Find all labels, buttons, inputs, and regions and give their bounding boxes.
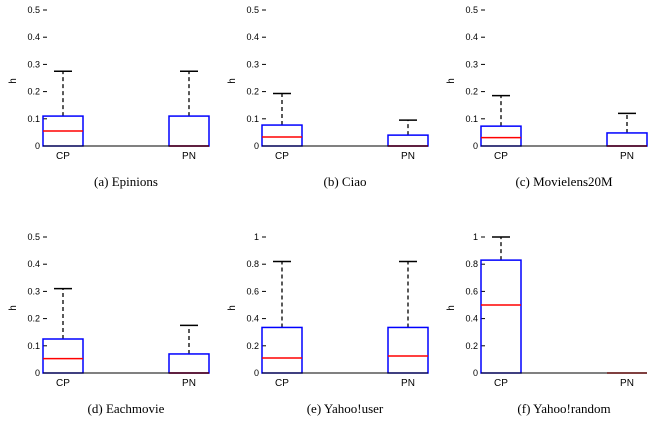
box bbox=[261, 326, 303, 374]
box bbox=[261, 124, 303, 147]
x-tick-label: PN bbox=[401, 151, 415, 162]
y-tick-label: 0 bbox=[473, 141, 478, 151]
subplot: 0 0.2 0.4 0.6 0.8 1 h CP PN (e) Yahoo!user bbox=[227, 232, 429, 416]
box bbox=[387, 134, 429, 147]
x-tick-label: PN bbox=[401, 378, 415, 389]
y-tick-label: 0.2 bbox=[465, 341, 478, 351]
y-axis-label: h bbox=[227, 78, 238, 84]
y-tick-label: 0.6 bbox=[465, 286, 478, 296]
subplot: 0 0.1 0.2 0.3 0.4 0.5 h CP PN (a) Epinions bbox=[8, 5, 210, 189]
y-tick-label: 0.2 bbox=[246, 341, 259, 351]
y-tick-label: 0.5 bbox=[27, 232, 40, 242]
x-tick-label: PN bbox=[620, 378, 634, 389]
y-tick-label: 0.2 bbox=[465, 87, 478, 97]
x-tick-label: CP bbox=[56, 378, 70, 389]
x-tick-label: CP bbox=[494, 151, 508, 162]
y-tick-label: 0.3 bbox=[465, 59, 478, 69]
y-tick-label: 0.1 bbox=[465, 114, 478, 124]
y-tick-label: 0.4 bbox=[246, 314, 259, 324]
y-tick-label: 0.1 bbox=[27, 114, 40, 124]
y-tick-label: 0 bbox=[473, 368, 478, 378]
y-tick-label: 1 bbox=[473, 232, 478, 242]
y-tick-label: 0.4 bbox=[27, 32, 40, 42]
box bbox=[168, 353, 210, 374]
y-axis-label: h bbox=[446, 305, 457, 311]
x-tick-label: CP bbox=[56, 151, 70, 162]
box bbox=[606, 132, 648, 147]
y-tick-label: 0 bbox=[35, 141, 40, 151]
subplot-caption: (e) Yahoo!user bbox=[307, 401, 384, 416]
y-tick-label: 0.4 bbox=[465, 32, 478, 42]
y-tick-label: 0.3 bbox=[246, 59, 259, 69]
y-tick-label: 0.2 bbox=[246, 87, 259, 97]
box bbox=[168, 115, 210, 147]
y-tick-label: 0.5 bbox=[246, 5, 259, 15]
y-tick-label: 0.8 bbox=[465, 259, 478, 269]
y-tick-label: 0.3 bbox=[27, 59, 40, 69]
y-tick-label: 0.4 bbox=[465, 314, 478, 324]
y-tick-label: 0.5 bbox=[465, 5, 478, 15]
box bbox=[480, 125, 522, 147]
subplot-caption: (d) Eachmovie bbox=[88, 401, 165, 416]
subplot: 0 0.2 0.4 0.6 0.8 1 h CP PN (f) Yahoo!random bbox=[446, 232, 647, 416]
x-tick-label: PN bbox=[182, 378, 196, 389]
y-axis-label: h bbox=[446, 78, 457, 84]
subplot: 0 0.1 0.2 0.3 0.4 0.5 h CP PN (d) Eachmovie bbox=[8, 232, 210, 416]
y-tick-label: 1 bbox=[254, 232, 259, 242]
subplot: 0 0.1 0.2 0.3 0.4 0.5 h CP PN (b) Ciao bbox=[227, 5, 429, 189]
subplot: 0 0.1 0.2 0.3 0.4 0.5 h CP PN (c) Movielens20M bbox=[446, 5, 648, 189]
x-tick-label: CP bbox=[275, 378, 289, 389]
y-tick-label: 0.1 bbox=[246, 114, 259, 124]
subplot-caption: (c) Movielens20M bbox=[515, 174, 613, 189]
y-tick-label: 0.1 bbox=[27, 341, 40, 351]
y-tick-label: 0 bbox=[254, 368, 259, 378]
y-tick-label: 0 bbox=[254, 141, 259, 151]
subplot-caption: (f) Yahoo!random bbox=[517, 401, 610, 416]
y-axis-label: h bbox=[227, 305, 238, 311]
x-tick-label: CP bbox=[275, 151, 289, 162]
x-tick-label: CP bbox=[494, 378, 508, 389]
x-tick-label: PN bbox=[182, 151, 196, 162]
y-tick-label: 0.6 bbox=[246, 286, 259, 296]
y-tick-label: 0.8 bbox=[246, 259, 259, 269]
y-tick-label: 0 bbox=[35, 368, 40, 378]
y-tick-label: 0.5 bbox=[27, 5, 40, 15]
y-tick-label: 0.2 bbox=[27, 87, 40, 97]
y-axis-label: h bbox=[8, 78, 19, 84]
y-tick-label: 0.4 bbox=[27, 259, 40, 269]
box bbox=[387, 326, 429, 374]
y-tick-label: 0.4 bbox=[246, 32, 259, 42]
subplot-caption: (a) Epinions bbox=[94, 174, 158, 189]
subplot-caption: (b) Ciao bbox=[324, 174, 367, 189]
x-tick-label: PN bbox=[620, 151, 634, 162]
y-tick-label: 0.2 bbox=[27, 314, 40, 324]
y-tick-label: 0.3 bbox=[27, 286, 40, 296]
y-axis-label: h bbox=[8, 305, 19, 311]
box bbox=[42, 338, 84, 374]
box bbox=[480, 259, 522, 374]
